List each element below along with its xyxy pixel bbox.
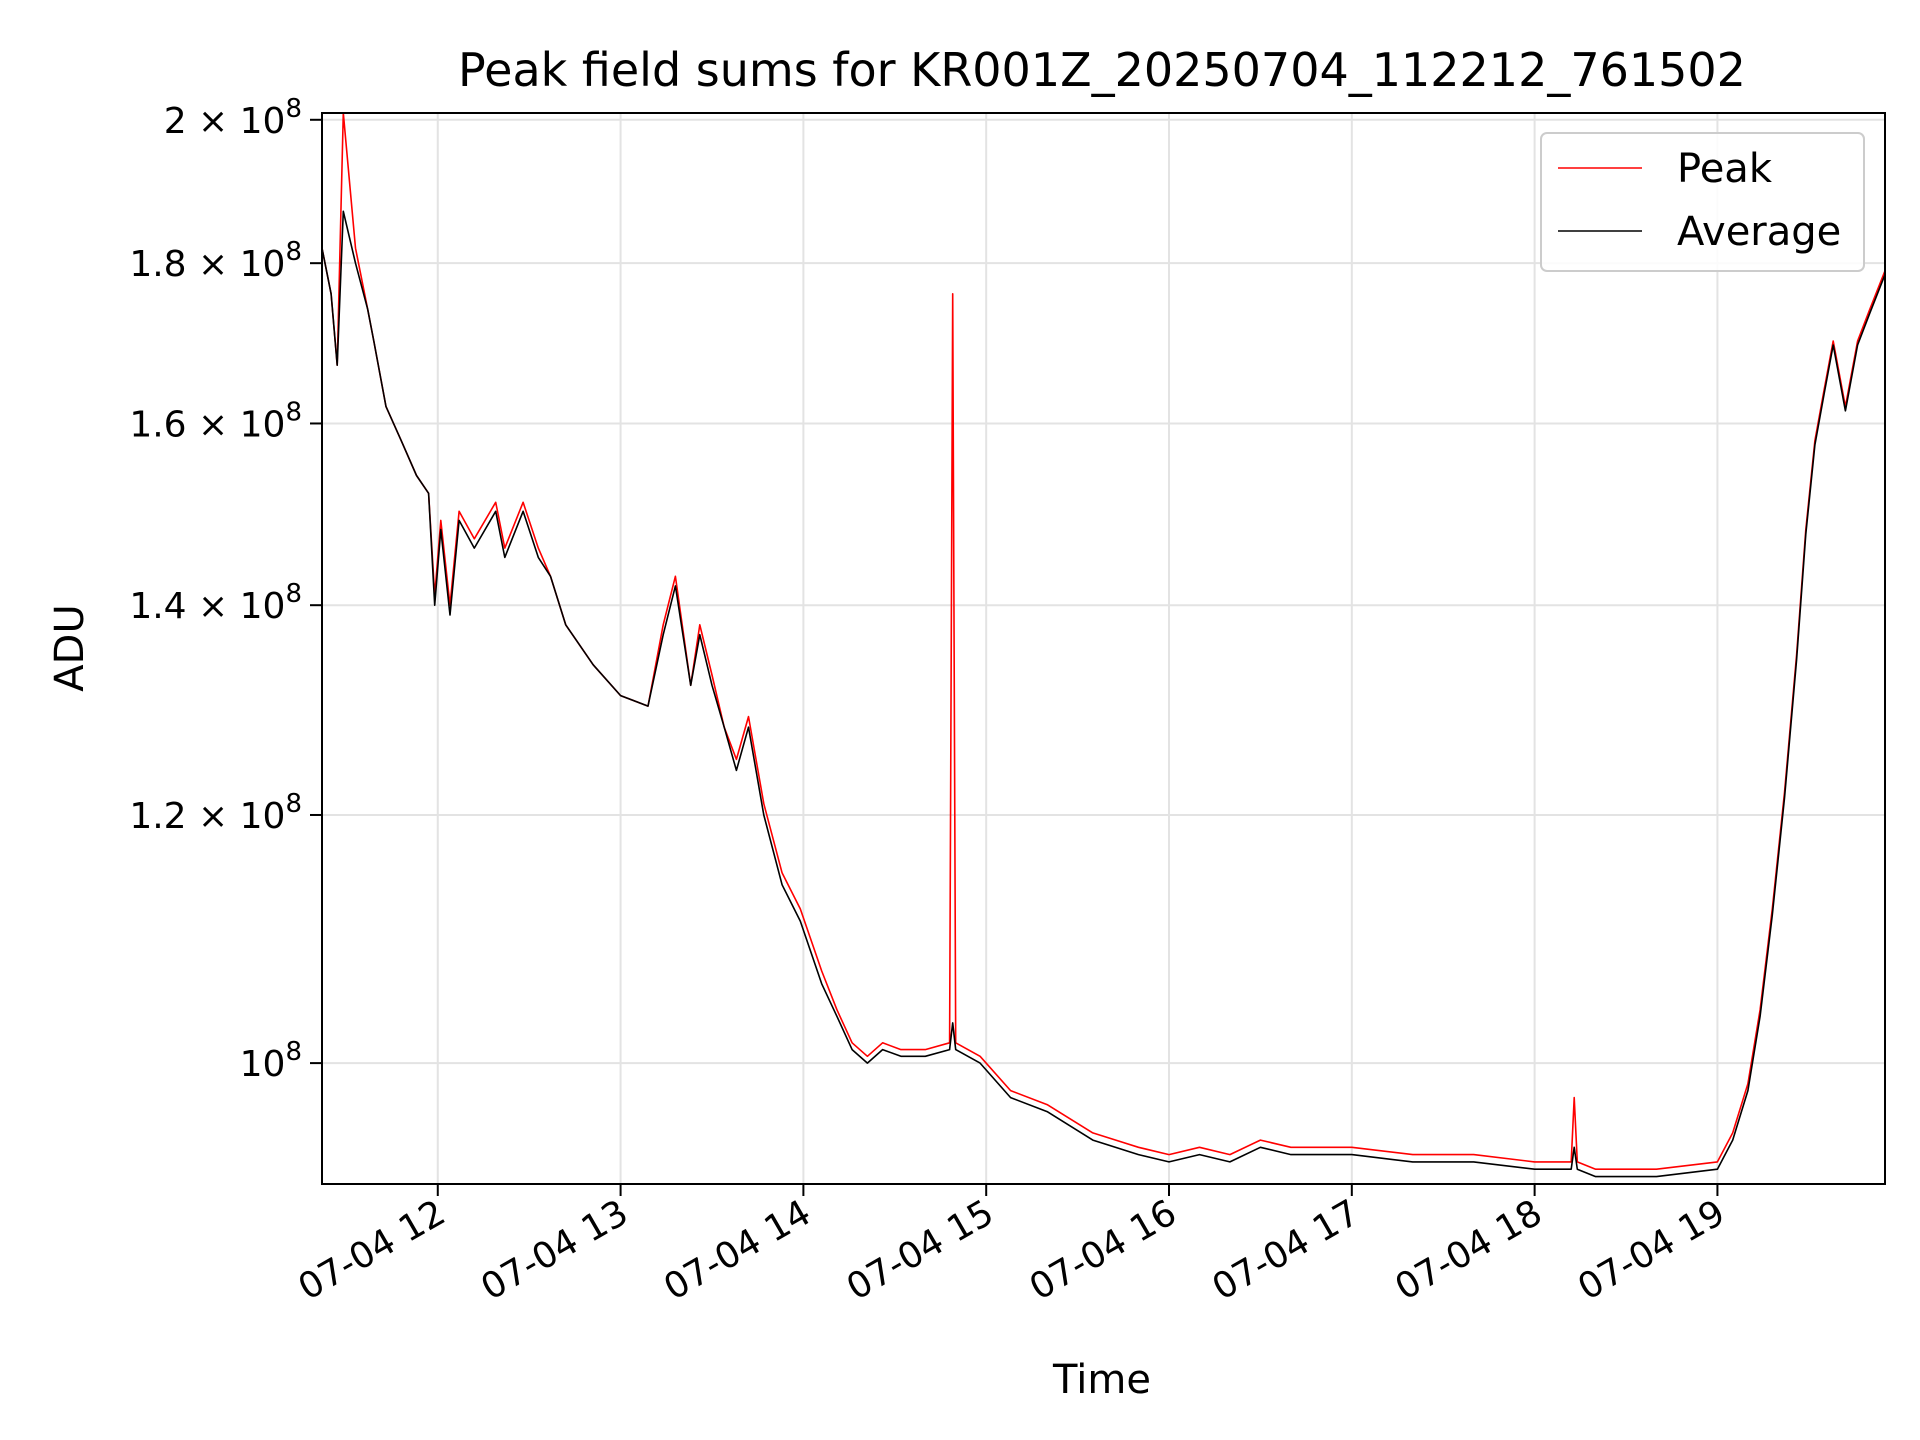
legend: Peak Average — [1540, 132, 1865, 272]
y-tick-label: 1.2 × 108 — [129, 789, 302, 837]
y-tick-label: 1.8 × 108 — [129, 237, 302, 285]
legend-label-peak: Peak — [1677, 146, 1773, 192]
series-line-average — [321, 210, 1886, 1178]
y-tick-label: 2 × 108 — [164, 94, 302, 142]
grid — [322, 113, 1885, 1184]
y-tick-label: 1.6 × 108 — [129, 397, 302, 445]
chart-title: Peak field sums for KR001Z_20250704_1122… — [458, 43, 1746, 97]
y-tick-label: 1.4 × 108 — [129, 579, 302, 627]
y-axis-label: ADU — [47, 604, 93, 691]
y-tick-label: 108 — [240, 1037, 302, 1085]
series-line-peak — [321, 112, 1886, 1170]
plot-frame — [321, 112, 1886, 1185]
series-layer — [321, 112, 1886, 1178]
legend-label-average: Average — [1677, 209, 1841, 255]
x-axis-label: Time — [1052, 1357, 1151, 1403]
y-axis: 108 1.2 × 108 1.4 × 108 1.6 × 108 1.8 × 108 2… — [129, 94, 322, 1085]
